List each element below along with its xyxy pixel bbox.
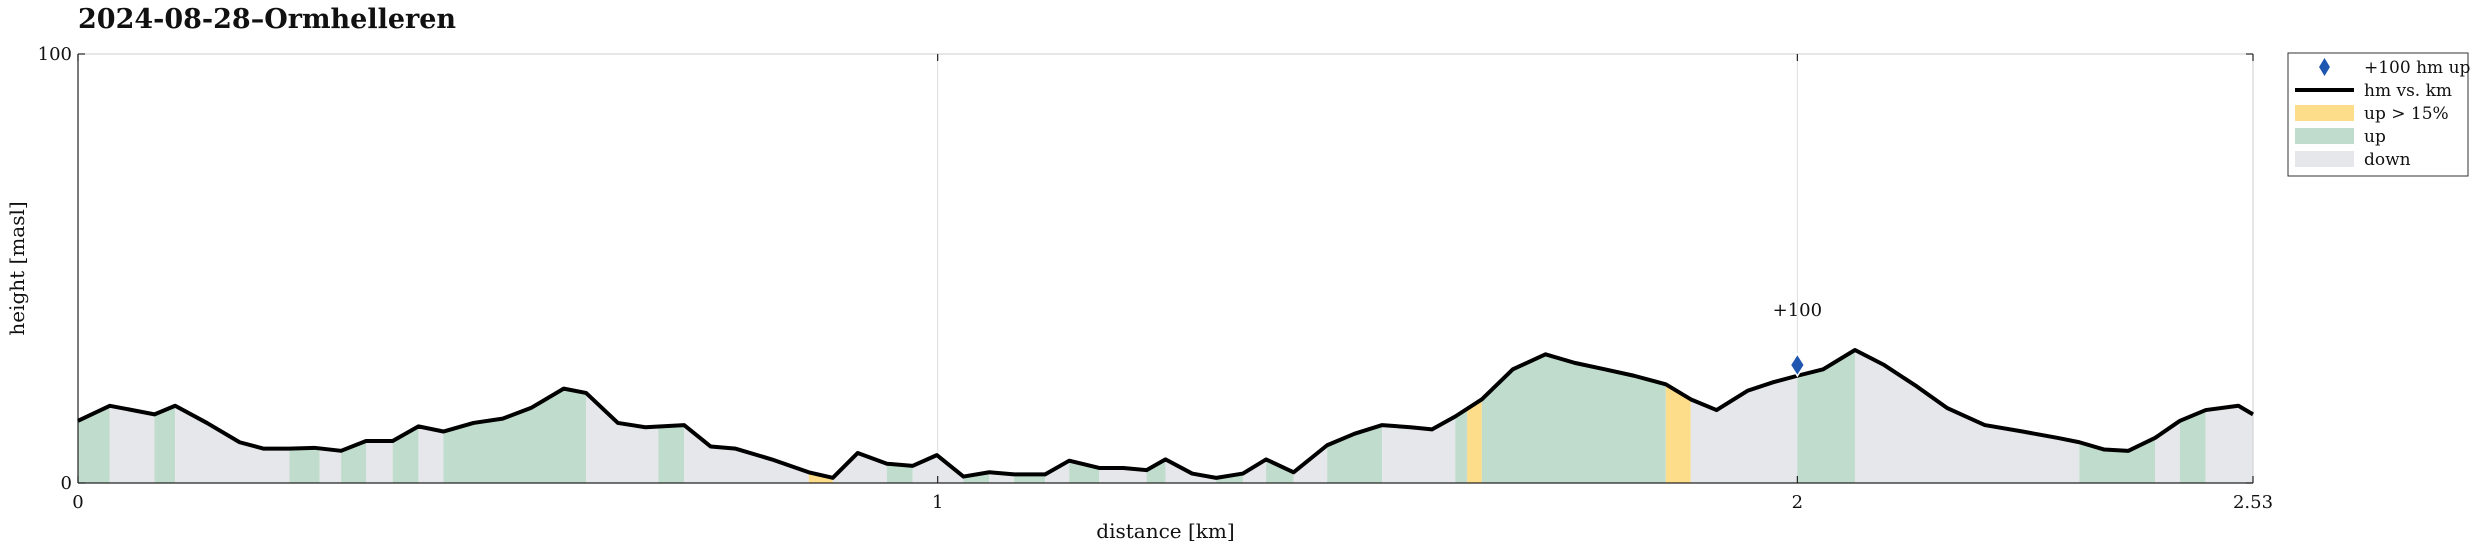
x-tick-label-2: 2 (1792, 492, 1803, 513)
legend: +100 hm up hm vs. km up > 15% up down (2287, 52, 2471, 177)
segment-down-1 (109, 405, 155, 483)
x-axis-label: distance [km] (1096, 519, 1234, 543)
segment-up-20 (1014, 474, 1046, 483)
segment-up-34 (1481, 354, 1666, 483)
segment-up_steep-33 (1467, 399, 1482, 483)
segment-up-41 (2179, 410, 2206, 483)
legend-label-down: down (2364, 150, 2411, 170)
segment-up-2 (154, 405, 176, 483)
legend-label-marker: +100 hm up (2364, 58, 2471, 78)
marker-label-0: +100 (1773, 300, 1822, 321)
chart-title: 2024-08-28–Ormhelleren (78, 4, 456, 35)
legend-swatch-down (2295, 151, 2354, 167)
legend-label-line: hm vs. km (2364, 81, 2452, 101)
x-tick-label-1: 1 (932, 492, 943, 513)
elevation-line (77, 348, 2255, 480)
segment-down-11 (586, 392, 659, 483)
segment-down-36 (1690, 375, 1798, 483)
plot-area: 0 1 2 2.53 0 100 +100 (38, 44, 2273, 513)
y-axis-label: height [masl] (5, 201, 29, 335)
segment-up-6 (341, 440, 366, 483)
x-tick-label-3: 2.53 (2233, 492, 2273, 513)
segment-up-28 (1266, 459, 1294, 483)
segment-down-31 (1382, 416, 1456, 483)
legend-label-up_steep: up > 15% (2364, 104, 2449, 124)
y-tick-label-1: 100 (38, 44, 72, 65)
segment-down-5 (319, 448, 342, 483)
legend-label-up: up (2364, 127, 2386, 147)
segment-up-16 (886, 463, 913, 483)
segment-down-42 (2205, 405, 2253, 483)
segment-up-12 (658, 425, 685, 483)
marker-diamond-0 (1789, 352, 1806, 378)
legend-marker-icon (2317, 56, 2332, 78)
segment-up-37 (1797, 350, 1855, 483)
segment-down-23 (1099, 467, 1147, 483)
segment-down-40 (2154, 420, 2180, 483)
segment-up-0 (78, 405, 110, 483)
segment-down-7 (365, 440, 393, 483)
y-tick-label-0: 0 (61, 473, 72, 494)
segment-up-24 (1146, 459, 1166, 483)
segment-down-9 (418, 426, 444, 483)
segment-up-32 (1455, 408, 1468, 483)
segment-down-27 (1242, 459, 1267, 483)
segment-down-3 (175, 405, 290, 483)
legend-swatch-up (2295, 128, 2354, 144)
segment-up-8 (392, 426, 419, 483)
segment-up_steep-35 (1665, 384, 1691, 483)
x-tick-label-0: 0 (72, 492, 83, 513)
segment-down-29 (1293, 445, 1328, 483)
segment-up-10 (443, 388, 587, 483)
legend-swatch-up_steep (2295, 105, 2354, 121)
segment-down-13 (684, 425, 809, 483)
segment-up-4 (289, 447, 320, 483)
